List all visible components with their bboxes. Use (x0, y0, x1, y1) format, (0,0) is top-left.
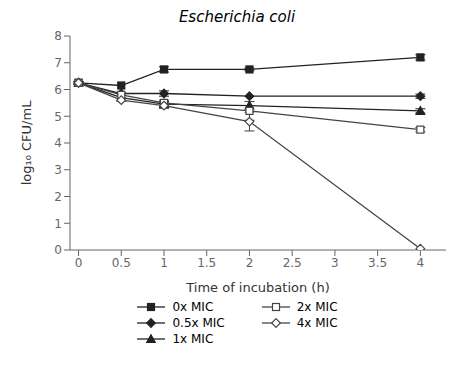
svg-text:8: 8 (54, 29, 62, 43)
svg-text:1: 1 (54, 217, 62, 231)
svg-text:1: 1 (160, 256, 168, 270)
svg-text:2: 2 (54, 190, 62, 204)
svg-text:1.5: 1.5 (197, 256, 216, 270)
svg-text:Time of incubation (h): Time of incubation (h) (185, 280, 329, 295)
svg-text:5: 5 (54, 110, 62, 124)
svg-text:0.5: 0.5 (112, 256, 131, 270)
svg-text:6: 6 (54, 83, 62, 97)
svg-text:3: 3 (331, 256, 339, 270)
svg-text:log₁₀ CFU/mL: log₁₀ CFU/mL (19, 100, 34, 185)
svg-text:3: 3 (54, 163, 62, 177)
html-text:0.5x MIC: 0.5x MIC (172, 316, 225, 330)
svg-text:3.5: 3.5 (368, 256, 387, 270)
html-text:2x MIC: 2x MIC (296, 300, 338, 314)
svg-text:4: 4 (417, 256, 425, 270)
svg-text:2: 2 (246, 256, 254, 270)
svg-text:0: 0 (75, 256, 83, 270)
html-text:Escherichia coli: Escherichia coli (178, 8, 296, 26)
svg-text:0: 0 (54, 243, 62, 257)
svg-text:2.5: 2.5 (283, 256, 302, 270)
html-text:0x MIC: 0x MIC (172, 300, 214, 314)
svg-text:4: 4 (54, 136, 62, 150)
html-text:1x MIC: 1x MIC (172, 332, 214, 346)
svg-text:7: 7 (54, 56, 62, 70)
html-text:4x MIC: 4x MIC (296, 316, 338, 330)
